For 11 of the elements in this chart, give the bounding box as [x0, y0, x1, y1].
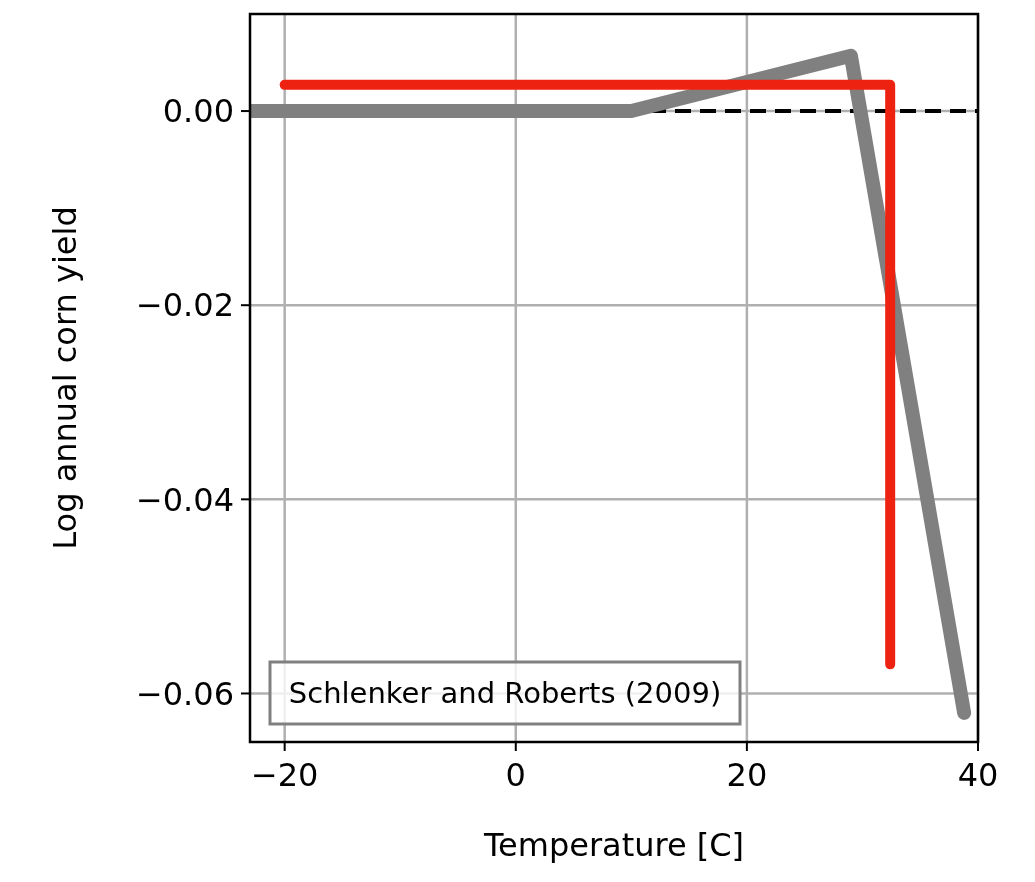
y-tick-label: 0.00 [162, 92, 234, 131]
x-tick-label: 40 [957, 756, 999, 794]
y-tick-label: −0.06 [135, 674, 234, 713]
y-axis-title: Log annual corn yield [46, 206, 84, 550]
annotation: Schlenker and Roberts (2009) [288, 676, 722, 711]
x-axis-title: Temperature [C] [482, 826, 745, 864]
x-tick-label: 20 [726, 756, 768, 794]
y-tick-label: −0.02 [135, 286, 234, 325]
x-tick-label: −20 [250, 756, 319, 794]
x-tick-label: 0 [505, 756, 526, 794]
y-tick-label: −0.04 [135, 480, 234, 519]
